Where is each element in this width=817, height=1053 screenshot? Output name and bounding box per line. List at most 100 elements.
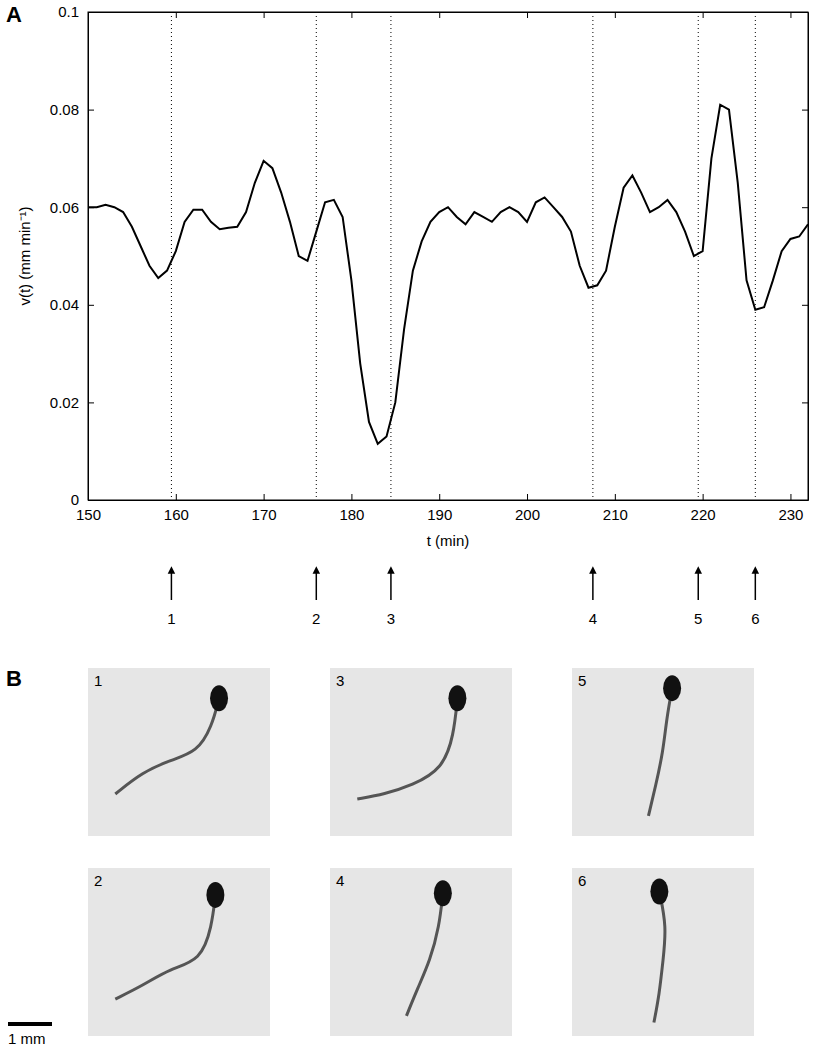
annotation-label: 3 [387,610,395,627]
organism-trunk [406,893,442,1016]
annotation-line [755,12,756,500]
annotation-label: 5 [694,610,702,627]
organism-front [663,675,681,701]
photo-background [572,668,754,836]
organism-front [434,880,452,906]
photo-label: 5 [578,672,586,689]
x-axis-tick-mark [527,494,528,500]
y-axis-line [88,13,89,501]
photo-label: 1 [94,672,102,689]
organism-front [448,685,466,711]
photo: 2 [88,868,270,1036]
annotation-line [316,12,317,500]
y-axis-right-tick [802,402,808,403]
organism-front [650,879,668,905]
x-axis-top [89,12,809,18]
y-axis-tick-label: 0.04 [50,296,79,313]
x-axis-tick-mark [351,494,352,500]
panel-letter: A [6,2,22,27]
x-axis-tick-label: 160 [164,506,189,523]
plot-frame [88,12,808,500]
y-axis-right-tick [802,207,808,208]
y-axis-tick: 0.06 [50,199,94,216]
annotation-arrow [316,570,318,600]
x-axis-tick: 180 [339,494,364,523]
organism-trunk [654,892,665,1023]
x-axis-tick-label: 190 [427,506,452,523]
photo-background [330,868,512,1036]
x-axis-top-tick [351,12,352,18]
x-axis-tick-label: 200 [515,506,540,523]
y-axis-tick: 0.04 [50,296,94,313]
annotation-line [171,12,172,500]
y-axis-tick-label: 0.06 [50,199,79,216]
y-axis-right-tick-mark [802,500,808,501]
annotation-arrow [755,570,757,600]
photo-label: 6 [578,872,586,889]
x-axis-tick-label: 220 [691,506,716,523]
x-axis-line [89,500,809,501]
photo-label: 3 [336,672,344,689]
y-axis-right-tick [802,12,808,13]
x-axis-top-tick-mark [176,12,177,18]
organism-front [206,882,224,908]
annotation-arrow [171,570,173,600]
y-axis-tick: 0.02 [50,394,94,411]
plot-area [88,12,808,500]
x-axis-tick: 220 [691,494,716,523]
y-axis-right-tick [802,305,808,306]
organism-trunk [357,698,457,799]
y-axis-tick-mark [88,402,94,403]
x-axis-top-tick-mark [439,12,440,18]
photo: 3 [330,668,512,836]
y-axis-title: v(t) (mm min⁻¹) [16,206,33,305]
annotation-label: 2 [312,610,320,627]
annotation-label: 1 [167,610,175,627]
y-axis-tick-label: 0 [71,491,79,508]
x-axis-top-tick [615,12,616,18]
annotation-arrow [592,570,594,600]
x-axis-top-tick [527,12,528,18]
x-axis-tick: 200 [515,494,540,523]
figure: A15016017018019020021022023000.020.040.0… [0,0,817,1053]
photo: 5 [572,668,754,836]
x-axis-top-tick [176,12,177,18]
annotation-label: 6 [751,610,759,627]
x-axis-tick-mark [176,494,177,500]
panel-letter: B [6,666,22,691]
x-axis-title: t (min) [427,532,470,549]
x-axis-top-tick-mark [615,12,616,18]
annotation-label: 4 [589,610,597,627]
y-axis: 00.020.040.060.080.1 [50,3,94,508]
y-axis-right-tick-mark [802,305,808,306]
velocity-line [88,105,808,444]
y-axis-tick: 0.1 [58,3,94,20]
photo-background [88,668,270,836]
x-axis-tick-label: 170 [252,506,277,523]
x-axis-top-tick-mark [264,12,265,18]
photo-background [88,868,270,1036]
y-axis-tick: 0 [71,491,94,508]
photo-label: 2 [94,872,102,889]
y-axis-right-tick [802,110,808,111]
y-axis-tick-mark [88,207,94,208]
x-axis-top-tick-mark [527,12,528,18]
y-axis-tick-mark [88,110,94,111]
organism-front [210,685,228,711]
y-axis-right-line [808,13,809,501]
x-axis-top-tick-mark [790,12,791,18]
scale-bar [8,1022,52,1026]
annotation-arrow [390,570,392,600]
photo-background [572,868,754,1036]
y-axis-tick-mark [88,500,94,501]
x-axis-tick-label: 210 [603,506,628,523]
x-axis-tick: 170 [252,494,277,523]
x-axis-top-tick [703,12,704,18]
photo: 4 [330,868,512,1036]
x-axis-tick-mark [615,494,616,500]
x-axis-tick: 190 [427,494,452,523]
annotation-line [390,12,391,500]
annotation-line [592,12,593,500]
x-axis-top-tick [790,12,791,18]
y-axis-right-tick-mark [802,12,808,13]
